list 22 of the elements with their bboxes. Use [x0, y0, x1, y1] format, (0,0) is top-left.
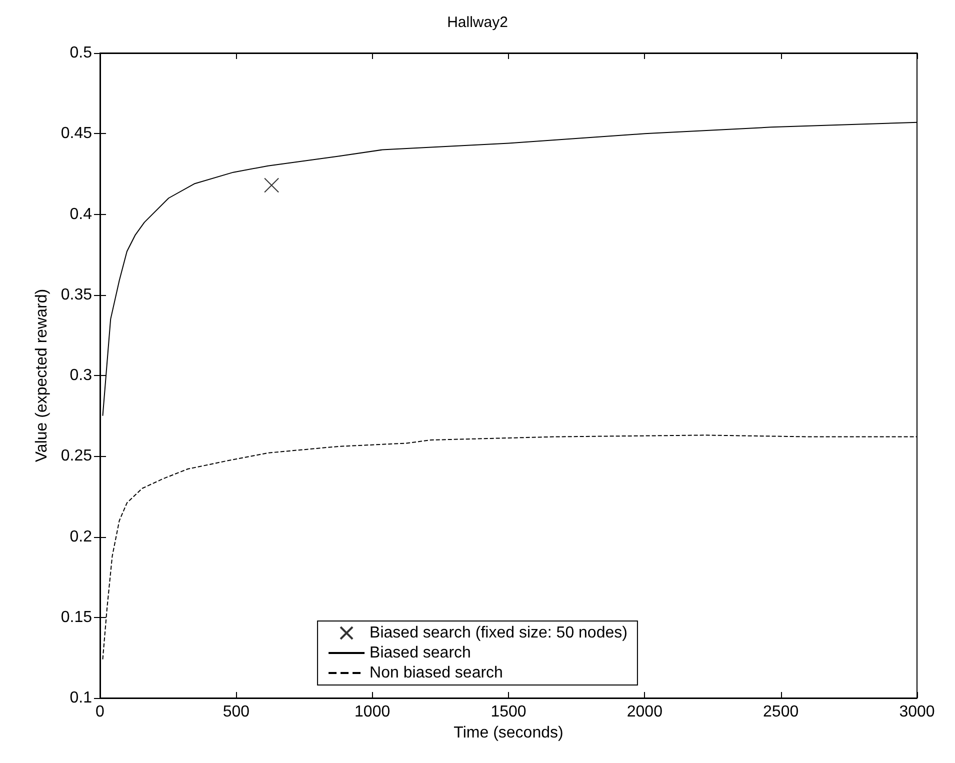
- x-tick-label: 0: [96, 704, 105, 720]
- y-tick-label: 0.45: [60, 125, 92, 142]
- y-tick-label: 0.1: [70, 690, 92, 706]
- legend-label: Biased search (fixed size: 50 nodes): [370, 624, 628, 642]
- x-tick-label: 3000: [899, 704, 935, 720]
- y-tick-label: 0.15: [60, 608, 92, 626]
- chart-title: Hallway2: [447, 14, 508, 31]
- x-tick-label: 1500: [490, 704, 526, 720]
- y-axis-title: Value (expected reward): [33, 288, 50, 462]
- y-tick-label: 0.3: [70, 367, 92, 384]
- legend-label: Non biased search: [370, 664, 503, 682]
- y-tick-label: 0.25: [60, 448, 92, 465]
- y-tick-label: 0.2: [70, 528, 92, 546]
- legend-label: Biased search: [370, 644, 471, 662]
- y-tick-label: 0.4: [70, 206, 92, 223]
- x-tick-label: 1000: [354, 704, 390, 720]
- y-tick-label: 0.35: [60, 286, 92, 304]
- y-tick-label: 0.5: [70, 44, 92, 62]
- x-tick-label: 500: [222, 704, 250, 720]
- x-axis-title: Time (seconds): [454, 724, 564, 742]
- x-tick-label: 2000: [626, 704, 663, 720]
- x-tick-label: 2500: [763, 704, 799, 720]
